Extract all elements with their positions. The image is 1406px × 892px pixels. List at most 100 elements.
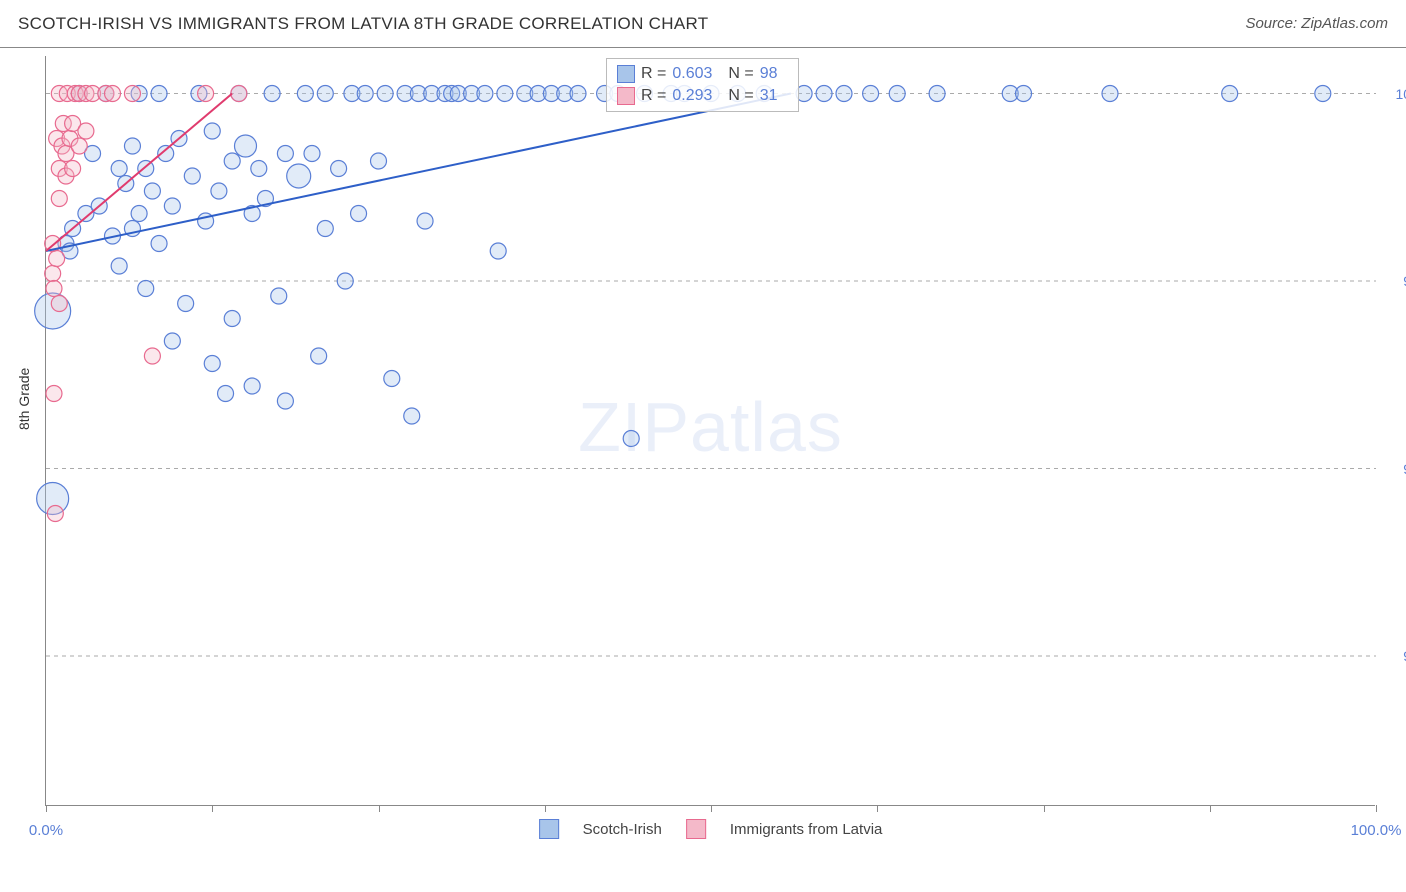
data-point-scotch_irish (304, 146, 320, 162)
data-point-scotch_irish (277, 393, 293, 409)
data-point-scotch_irish (371, 153, 387, 169)
stat-swatch-scotch_irish (617, 65, 635, 83)
x-tick-mark (877, 805, 878, 812)
x-tick-mark (545, 805, 546, 812)
source-attribution: Source: ZipAtlas.com (1245, 15, 1388, 32)
stat-swatch-latvia (617, 87, 635, 105)
chart-title: SCOTCH-IRISH VS IMMIGRANTS FROM LATVIA 8… (18, 14, 708, 34)
x-tick-mark (711, 805, 712, 812)
stat-r-label: R = (641, 65, 666, 83)
data-point-scotch_irish (317, 221, 333, 237)
data-point-scotch_irish (490, 243, 506, 259)
data-point-scotch_irish (863, 86, 879, 102)
data-point-scotch_irish (377, 86, 393, 102)
data-point-latvia (231, 86, 247, 102)
legend-swatch-latvia (686, 819, 706, 839)
data-point-scotch_irish (357, 86, 373, 102)
data-point-scotch_irish (151, 86, 167, 102)
data-point-latvia (198, 86, 214, 102)
data-point-scotch_irish (164, 198, 180, 214)
data-point-scotch_irish (317, 86, 333, 102)
x-tick-mark (1376, 805, 1377, 812)
data-point-scotch_irish (311, 348, 327, 364)
data-point-scotch_irish (477, 86, 493, 102)
data-point-scotch_irish (111, 161, 127, 177)
data-point-latvia (46, 386, 62, 402)
x-tick-mark (1044, 805, 1045, 812)
stat-n-label: N = (728, 87, 753, 105)
data-point-latvia (71, 138, 87, 154)
data-point-scotch_irish (417, 213, 433, 229)
x-tick-label: 0.0% (29, 822, 63, 839)
stat-n-value: 31 (760, 87, 788, 105)
data-point-scotch_irish (889, 86, 905, 102)
data-point-scotch_irish (244, 378, 260, 394)
stat-row-latvia: R = 0.293 N = 31 (617, 85, 788, 107)
legend: Scotch-Irish Immigrants from Latvia (539, 819, 883, 839)
data-point-scotch_irish (297, 86, 313, 102)
data-point-scotch_irish (218, 386, 234, 402)
data-point-scotch_irish (929, 86, 945, 102)
data-point-scotch_irish (204, 123, 220, 139)
data-point-latvia (45, 266, 61, 282)
data-point-scotch_irish (497, 86, 513, 102)
scatter-plot: ZIPatlas 92.5%95.0%97.5%100.0% 0.0%100.0… (45, 56, 1375, 806)
data-point-scotch_irish (264, 86, 280, 102)
data-point-scotch_irish (224, 153, 240, 169)
x-tick-mark (379, 805, 380, 812)
data-point-scotch_irish (331, 161, 347, 177)
data-point-scotch_irish (1222, 86, 1238, 102)
y-axis-title: 8th Grade (16, 368, 32, 430)
data-point-scotch_irish (235, 135, 257, 157)
data-point-latvia (105, 86, 121, 102)
data-point-latvia (65, 161, 81, 177)
data-point-latvia (47, 506, 63, 522)
data-point-scotch_irish (1016, 86, 1032, 102)
stat-r-value: 0.293 (672, 87, 722, 105)
data-point-latvia (124, 86, 140, 102)
data-point-scotch_irish (351, 206, 367, 222)
data-point-scotch_irish (164, 333, 180, 349)
data-point-scotch_irish (138, 281, 154, 297)
data-point-scotch_irish (144, 183, 160, 199)
legend-label-scotch-irish: Scotch-Irish (583, 821, 662, 838)
data-point-scotch_irish (184, 168, 200, 184)
data-point-scotch_irish (131, 206, 147, 222)
trend-line-scotch_irish (46, 94, 791, 252)
data-point-scotch_irish (251, 161, 267, 177)
legend-label-latvia: Immigrants from Latvia (730, 821, 883, 838)
data-point-scotch_irish (384, 371, 400, 387)
y-tick-label: 100.0% (1396, 86, 1406, 102)
data-point-scotch_irish (224, 311, 240, 327)
data-point-scotch_irish (211, 183, 227, 199)
data-point-scotch_irish (1315, 86, 1331, 102)
data-point-scotch_irish (271, 288, 287, 304)
stat-n-value: 98 (760, 65, 788, 83)
data-point-latvia (51, 296, 67, 312)
data-point-scotch_irish (124, 138, 140, 154)
stat-row-scotch_irish: R =0.603N =98 (617, 63, 788, 85)
data-point-latvia (46, 281, 62, 297)
data-point-scotch_irish (151, 236, 167, 252)
data-point-latvia (49, 251, 65, 267)
data-point-scotch_irish (570, 86, 586, 102)
plot-svg (46, 56, 1375, 805)
x-tick-mark (46, 805, 47, 812)
data-point-scotch_irish (178, 296, 194, 312)
data-point-latvia (144, 348, 160, 364)
data-point-scotch_irish (287, 164, 311, 188)
correlation-stats-box: R = 0.603 N = 98 R = 0.293 N = 31 (606, 58, 799, 112)
data-point-scotch_irish (111, 258, 127, 274)
x-tick-label: 100.0% (1351, 822, 1402, 839)
data-point-scotch_irish (623, 431, 639, 447)
chart-header: SCOTCH-IRISH VS IMMIGRANTS FROM LATVIA 8… (0, 0, 1406, 48)
stat-r-label: R = (641, 87, 666, 105)
data-point-scotch_irish (404, 408, 420, 424)
stat-r-value: 0.603 (672, 65, 722, 83)
x-tick-mark (1210, 805, 1211, 812)
data-point-scotch_irish (204, 356, 220, 372)
data-point-scotch_irish (337, 273, 353, 289)
data-point-scotch_irish (816, 86, 832, 102)
data-point-scotch_irish (277, 146, 293, 162)
data-point-scotch_irish (836, 86, 852, 102)
